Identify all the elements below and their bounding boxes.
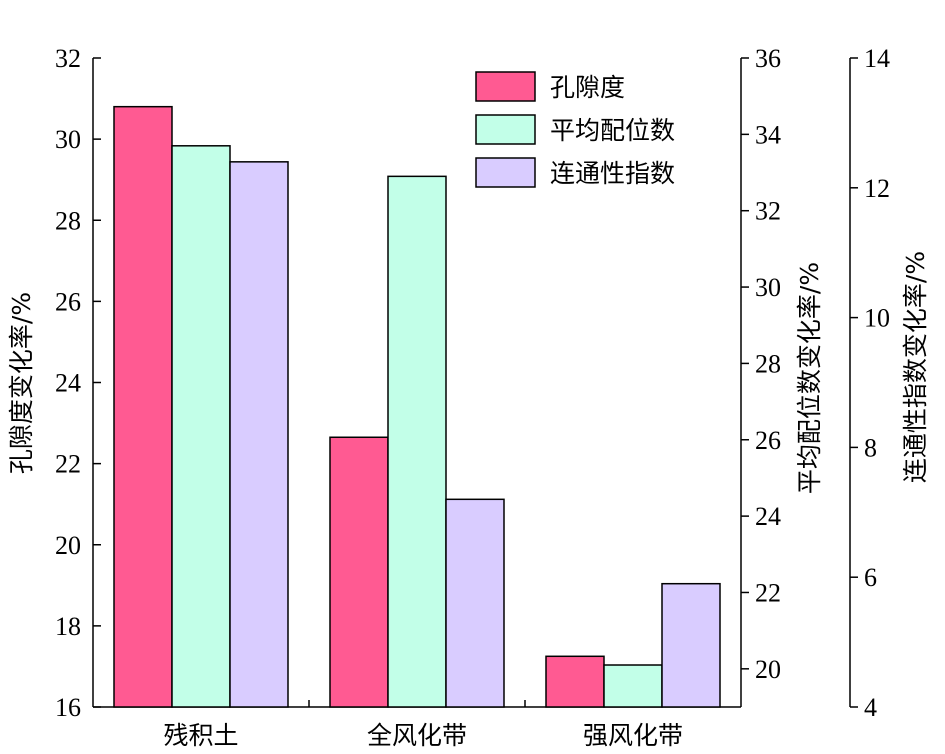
- x-category-label: 残积土: [163, 721, 238, 750]
- left-y-tick-label: 16: [55, 693, 81, 722]
- bar-right2-2: [661, 582, 721, 708]
- right2-y-tick-label: 10: [864, 304, 890, 333]
- left-y-tick-label: 18: [55, 612, 81, 641]
- right1-y-axis-title: 平均配位数变化率/%: [795, 262, 824, 494]
- bar-left-0: [113, 105, 173, 708]
- right1-y-tick-label: 34: [755, 120, 781, 149]
- left-y-tick-label: 32: [55, 44, 81, 73]
- right2-y-tick-label: 6: [864, 563, 877, 592]
- bar-right1-1: [387, 175, 447, 708]
- legend-label-right1: 平均配位数: [550, 116, 675, 145]
- right2-y-tick-label: 14: [864, 44, 890, 73]
- left-y-tick-label: 24: [55, 369, 81, 398]
- right2-y-tick-label: 4: [864, 693, 877, 722]
- left-y-tick-label: 22: [55, 450, 81, 479]
- right1-y-tick-label: 22: [755, 578, 781, 607]
- right1-y-tick-label: 26: [755, 426, 781, 455]
- x-category-label: 全风化带: [367, 721, 467, 750]
- left-y-tick-label: 26: [55, 287, 81, 316]
- right1-y-tick-label: 24: [755, 502, 781, 531]
- legend-swatch-right2: [475, 157, 536, 188]
- bar-right2-0: [229, 161, 289, 708]
- right1-y-tick-label: 36: [755, 44, 781, 73]
- legend-swatch-left: [475, 71, 536, 102]
- right1-y-tick-label: 20: [755, 655, 781, 684]
- left-y-axis-title: 孔隙度变化率/%: [7, 292, 36, 474]
- bar-right1-2: [603, 664, 663, 708]
- left-y-tick-label: 20: [55, 531, 81, 560]
- x-category-label: 强风化带: [583, 721, 683, 750]
- right2-y-tick-label: 12: [864, 174, 890, 203]
- legend-label-right2: 连通性指数: [550, 159, 675, 188]
- bar-left-2: [545, 655, 605, 708]
- right1-y-tick-label: 32: [755, 197, 781, 226]
- right2-y-axis-title: 连通性指数变化率/%: [901, 251, 930, 483]
- right1-y-tick-label: 28: [755, 349, 781, 378]
- legend-label-left: 孔隙度: [550, 73, 625, 102]
- bar-right2-1: [445, 498, 505, 708]
- bars-layer: [113, 105, 721, 708]
- right1-y-tick-label: 30: [755, 273, 781, 302]
- bar-left-1: [329, 436, 389, 708]
- bar-right1-0: [171, 145, 231, 708]
- left-y-tick-label: 30: [55, 125, 81, 154]
- right2-y-tick-label: 8: [864, 433, 877, 462]
- labels-layer: 16 18 20 22 24 26 28 30 32 20 22 24 26 28 30 32 34 36 4 6 8 1…: [7, 44, 930, 750]
- left-y-tick-label: 28: [55, 206, 81, 235]
- legend-swatch-right1: [475, 114, 536, 145]
